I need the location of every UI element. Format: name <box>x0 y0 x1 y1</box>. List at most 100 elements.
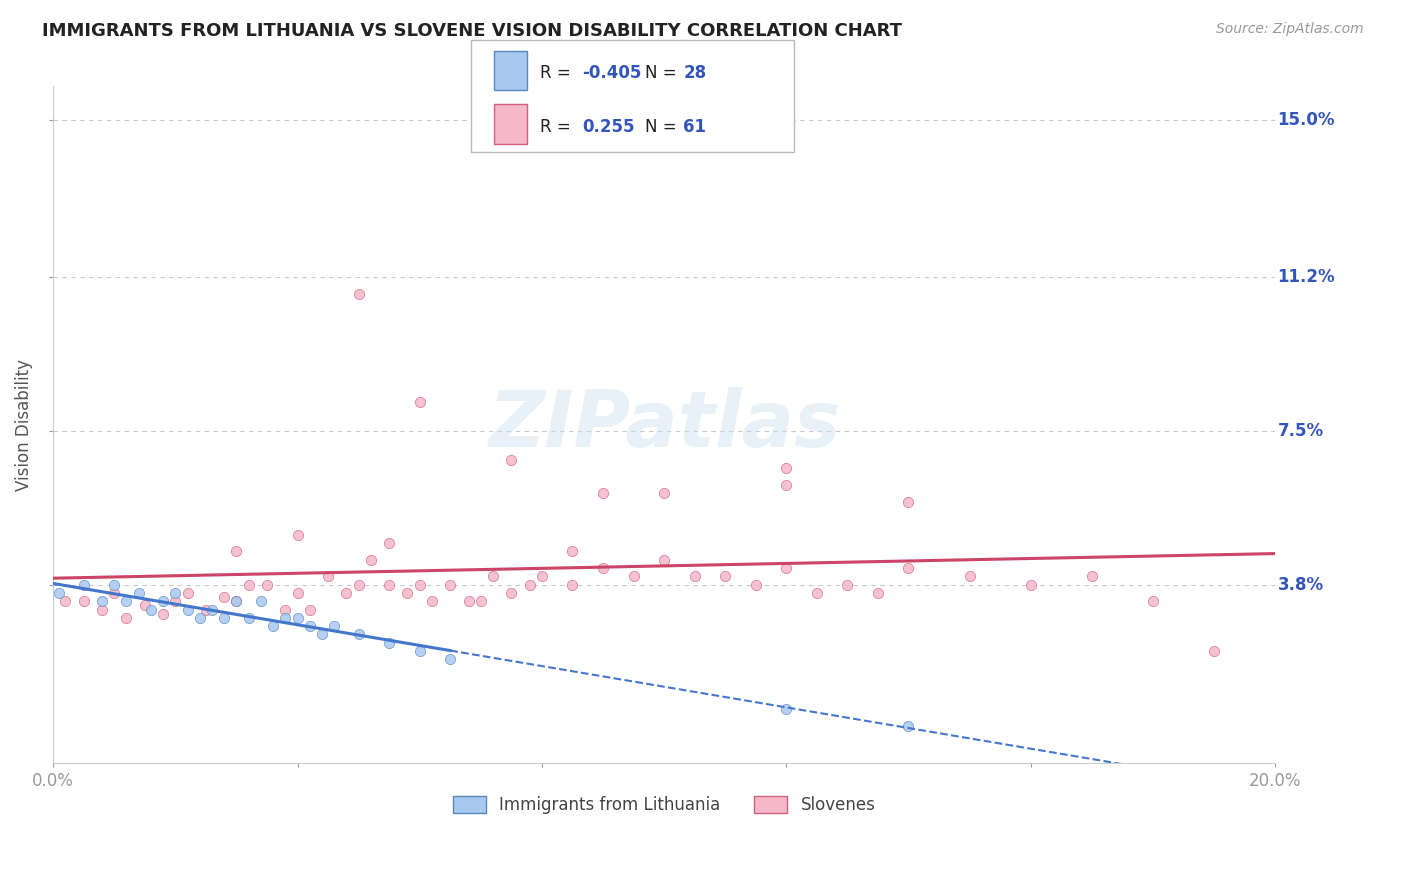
Point <box>592 486 614 500</box>
Text: R =: R = <box>540 64 576 82</box>
Point <box>623 569 645 583</box>
Point <box>1080 569 1102 583</box>
Point <box>501 586 523 600</box>
Text: 28: 28 <box>683 64 706 82</box>
Legend: Immigrants from Lithuania, Slovenes: Immigrants from Lithuania, Slovenes <box>444 788 884 822</box>
Point <box>262 619 284 633</box>
Text: 7.5%: 7.5% <box>1278 422 1323 440</box>
Point <box>806 586 828 600</box>
Point <box>73 594 96 608</box>
Point <box>482 569 505 583</box>
Point <box>287 611 309 625</box>
Point <box>744 577 766 591</box>
Text: Source: ZipAtlas.com: Source: ZipAtlas.com <box>1216 22 1364 37</box>
Point <box>652 552 675 566</box>
Point <box>530 569 553 583</box>
Point <box>91 594 114 608</box>
Point <box>323 619 346 633</box>
Point <box>298 602 321 616</box>
Point <box>959 569 981 583</box>
Point <box>592 561 614 575</box>
Point <box>347 627 370 641</box>
Point <box>378 577 401 591</box>
Text: 61: 61 <box>683 118 706 136</box>
Point <box>837 577 859 591</box>
Text: 11.2%: 11.2% <box>1278 268 1336 286</box>
Text: 15.0%: 15.0% <box>1278 111 1334 128</box>
Point <box>897 719 920 733</box>
Point <box>103 586 125 600</box>
Point <box>73 577 96 591</box>
Point <box>347 577 370 591</box>
Point <box>775 702 797 716</box>
Point <box>1202 644 1225 658</box>
Point <box>378 636 401 650</box>
Point <box>501 453 523 467</box>
Point <box>103 577 125 591</box>
Point <box>152 607 174 621</box>
Point <box>652 486 675 500</box>
Point <box>53 594 76 608</box>
Text: N =: N = <box>645 64 682 82</box>
Point <box>134 599 156 613</box>
Point <box>238 577 260 591</box>
Point <box>115 611 138 625</box>
Point <box>165 594 187 608</box>
Point <box>347 287 370 301</box>
Point <box>225 594 247 608</box>
Point <box>287 586 309 600</box>
Point <box>1142 594 1164 608</box>
Point <box>225 544 247 558</box>
Text: N =: N = <box>645 118 682 136</box>
Y-axis label: Vision Disability: Vision Disability <box>15 359 32 491</box>
Text: 0.255: 0.255 <box>582 118 634 136</box>
Point <box>561 544 583 558</box>
Point <box>714 569 737 583</box>
Point <box>176 586 198 600</box>
Point <box>287 528 309 542</box>
Point <box>165 586 187 600</box>
Point <box>298 619 321 633</box>
Point <box>897 494 920 508</box>
Point <box>775 561 797 575</box>
Text: -0.405: -0.405 <box>582 64 641 82</box>
Text: ZIPatlas: ZIPatlas <box>488 387 841 463</box>
Point <box>360 552 382 566</box>
Point <box>201 602 224 616</box>
Point <box>250 594 273 608</box>
Point <box>139 602 162 616</box>
Point <box>274 611 297 625</box>
Point <box>311 627 333 641</box>
Point <box>439 577 461 591</box>
Point <box>256 577 278 591</box>
Point <box>683 569 706 583</box>
Point <box>519 577 541 591</box>
Point <box>115 594 138 608</box>
Point <box>176 602 198 616</box>
Point <box>396 586 419 600</box>
Text: 3.8%: 3.8% <box>1278 575 1323 593</box>
Point <box>470 594 492 608</box>
Point <box>378 536 401 550</box>
Point <box>897 561 920 575</box>
Point <box>238 611 260 625</box>
Point <box>408 395 430 409</box>
Text: IMMIGRANTS FROM LITHUANIA VS SLOVENE VISION DISABILITY CORRELATION CHART: IMMIGRANTS FROM LITHUANIA VS SLOVENE VIS… <box>42 22 903 40</box>
Point <box>188 611 211 625</box>
Point <box>408 644 430 658</box>
Point <box>128 586 150 600</box>
Point <box>194 602 217 616</box>
Point <box>274 602 297 616</box>
Point <box>457 594 479 608</box>
Point <box>408 577 430 591</box>
Point <box>91 602 114 616</box>
Point <box>316 569 339 583</box>
Point <box>775 478 797 492</box>
Point <box>420 594 443 608</box>
Point <box>48 586 70 600</box>
Point <box>439 652 461 666</box>
Point <box>335 586 357 600</box>
Point <box>775 461 797 475</box>
Text: R =: R = <box>540 118 576 136</box>
Point <box>225 594 247 608</box>
